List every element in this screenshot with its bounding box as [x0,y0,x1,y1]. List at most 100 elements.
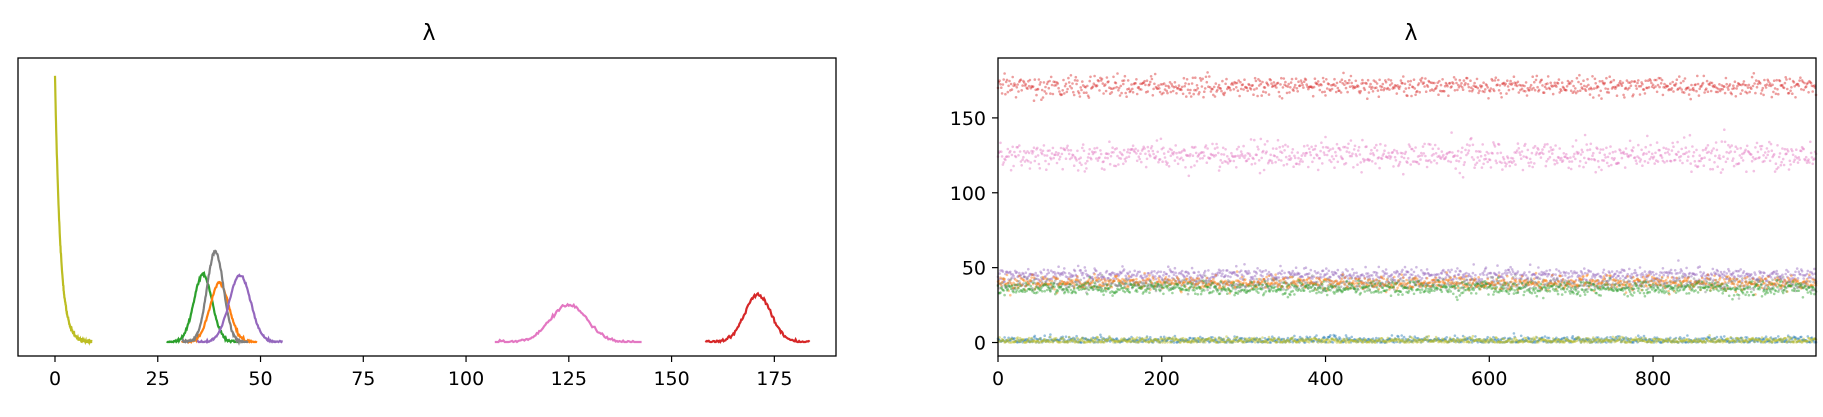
trace-point [1001,163,1005,166]
trace-point [1334,150,1337,154]
trace-point [1048,278,1051,281]
trace-point [1124,91,1127,95]
trace-point [1655,159,1658,162]
trace-point [1053,153,1056,157]
trace-point [1663,82,1666,86]
trace-point [1658,85,1661,89]
trace-point [1424,77,1427,80]
trace-point [1231,155,1235,158]
trace-point [1619,271,1623,274]
trace-point [1004,80,1008,84]
trace-point [1661,93,1665,97]
trace-point [1495,161,1498,165]
trace-point [1412,78,1416,81]
trace-point [1390,151,1394,155]
trace-point [1426,159,1430,163]
trace-point [1449,86,1453,89]
trace-point [1780,84,1783,87]
trace-point [1063,92,1066,95]
trace-point [1325,87,1329,90]
trace-point [1564,155,1567,159]
trace-point [1130,275,1133,278]
trace-point [1716,280,1719,284]
trace-point [1343,282,1346,286]
trace-point [1061,273,1064,276]
trace-point [1737,82,1741,86]
trace-point [1638,266,1642,269]
trace-point [1363,277,1367,280]
trace-point [1407,86,1411,90]
trace-point [1687,150,1691,153]
trace-point [1465,76,1468,80]
trace-point [1239,269,1243,273]
trace-point [1384,280,1388,284]
trace-point [1504,269,1507,272]
trace-point [1678,75,1681,78]
trace-point [1259,82,1263,86]
trace-point [1433,159,1436,162]
trace-point [1144,83,1147,87]
trace-point [1488,89,1492,93]
trace-point [1727,269,1731,273]
trace-point [1603,277,1606,281]
trace-point [1347,142,1350,146]
trace-point [1263,86,1267,89]
trace-point [1080,163,1083,167]
trace-point [1745,275,1749,279]
trace-point [1176,162,1180,166]
trace-point [1004,158,1007,162]
trace-point [1476,86,1480,90]
trace-point [1108,272,1112,276]
trace-point [1530,88,1534,91]
trace-point [1002,78,1005,81]
trace-point [1382,277,1385,281]
trace-point [1081,271,1085,275]
trace-point [1055,277,1059,280]
trace-point [1015,86,1019,89]
trace-point [1424,154,1427,158]
trace-point [1010,153,1014,157]
trace-point [1338,147,1341,150]
trace-point [1616,83,1620,87]
trace-point [1723,280,1727,284]
trace-point [1036,88,1039,91]
trace-point [1219,158,1222,162]
trace-point [1775,167,1778,171]
trace-point [1387,151,1390,155]
trace-point [1319,149,1322,153]
trace-point [1277,90,1281,94]
trace-point [1261,150,1264,154]
trace-point [1144,279,1148,283]
trace-point [1495,83,1498,87]
trace-point [1203,146,1207,149]
trace-point [1122,79,1126,82]
trace-point [1184,166,1187,169]
trace-point [1346,90,1349,94]
trace-point [1630,272,1634,276]
trace-point [1047,271,1051,275]
trace-point [1586,148,1589,152]
trace-point [1081,273,1084,277]
trace-point [1672,145,1675,148]
trace-point [1258,171,1262,175]
trace-point [1274,83,1277,87]
trace-point [1789,89,1792,93]
trace-point [1018,274,1022,277]
trace-point [1510,277,1514,280]
trace-point [1483,88,1487,91]
trace-point [1229,159,1232,163]
trace-point [1592,96,1595,99]
trace-point [1401,282,1404,285]
trace-point [1396,84,1399,87]
trace-point [1117,274,1120,278]
trace-point [1217,85,1220,89]
trace-point [1081,84,1085,87]
trace-point [1768,84,1771,87]
trace-point [1139,82,1142,86]
trace-point [1132,278,1136,282]
trace-point [1590,158,1593,161]
trace-point [1548,268,1552,272]
trace-point [1545,87,1548,90]
trace-point [1530,151,1534,155]
trace-point [1182,76,1186,80]
